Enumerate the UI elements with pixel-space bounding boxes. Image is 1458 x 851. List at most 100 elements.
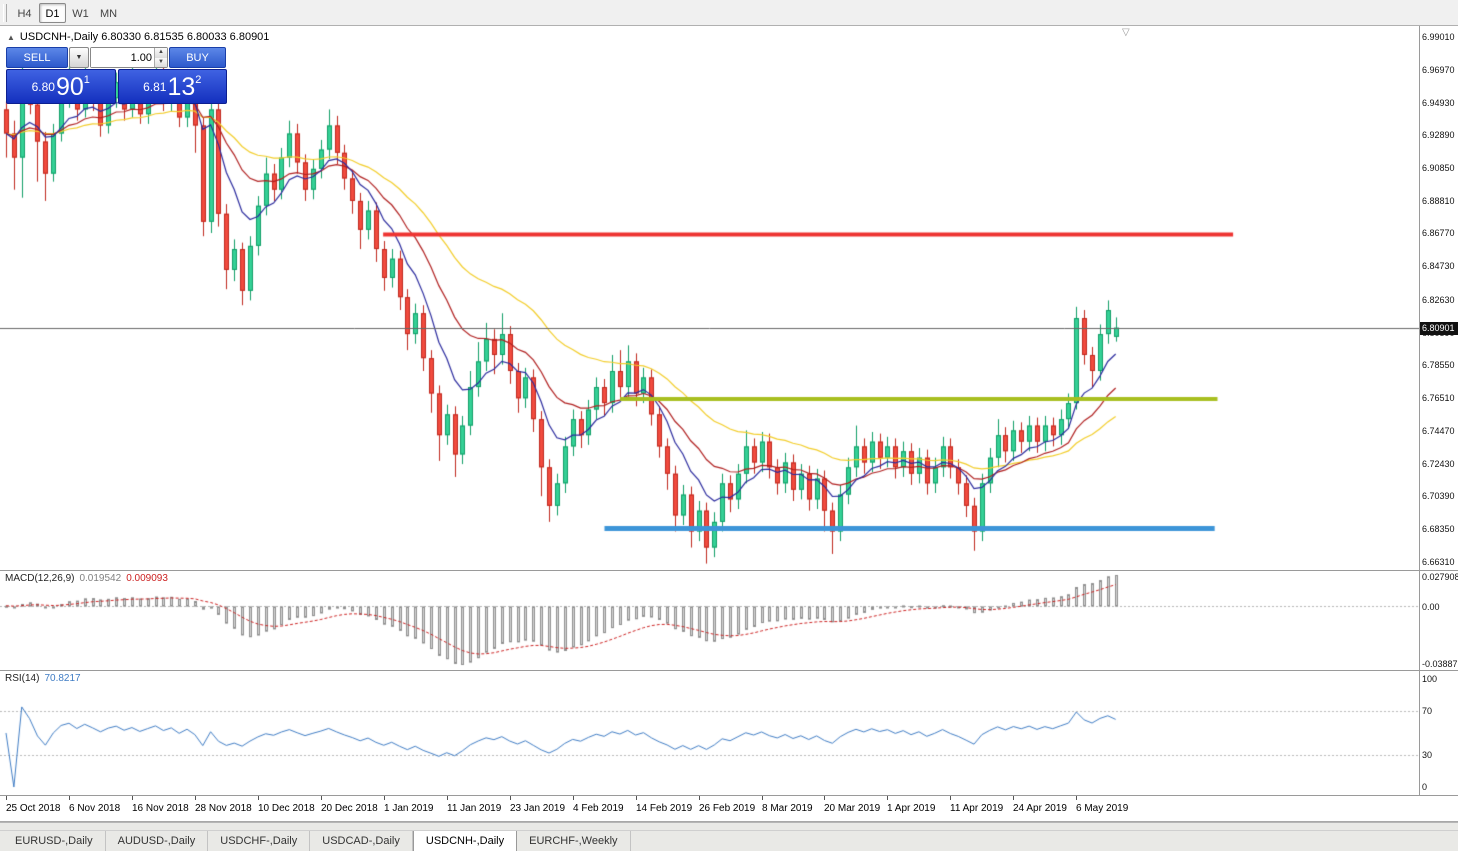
rsi-scale-label: 100 xyxy=(1422,674,1438,684)
time-axis[interactable]: 25 Oct 2018 6 Nov 2018 16 Nov 2018 28 Nov 2… xyxy=(0,796,1458,822)
spinner-up-icon[interactable]: ▲ xyxy=(155,48,167,58)
chart-shift-marker-icon[interactable]: ▽ xyxy=(1122,27,1130,38)
macd-value-main: 0.019542 xyxy=(79,573,122,584)
time-axis-tick xyxy=(824,796,825,800)
time-axis-tick xyxy=(950,796,951,800)
time-axis-tick xyxy=(447,796,448,800)
rsi-canvas[interactable] xyxy=(0,671,1419,795)
time-axis-tick xyxy=(636,796,637,800)
timeframe-button-d1[interactable]: D1 xyxy=(39,2,66,23)
tab-usdcad-daily[interactable]: USDCAD-,Daily xyxy=(310,831,413,851)
tab-audusd-daily[interactable]: AUDUSD-,Daily xyxy=(106,831,209,851)
time-axis-label: 14 Feb 2019 xyxy=(636,803,693,814)
price-scale-label: 6.84730 xyxy=(1422,261,1455,272)
rsi-value: 70.8217 xyxy=(44,673,81,684)
rsi-scale-label: 0 xyxy=(1422,782,1428,792)
price-scale-label: 6.94930 xyxy=(1422,97,1455,108)
volume-input[interactable] xyxy=(91,48,154,67)
time-axis-label: 23 Jan 2019 xyxy=(510,803,566,814)
buy-price-button[interactable]: 6.81 13 2 xyxy=(117,69,227,104)
volume-dropdown-button[interactable]: ▼ xyxy=(69,47,89,68)
sell-price-button[interactable]: 6.80 90 1 xyxy=(6,69,116,104)
time-axis-tick xyxy=(69,796,70,800)
time-axis-tick xyxy=(258,796,259,800)
rsi-scale[interactable]: 100 70 30 0 xyxy=(1419,671,1458,795)
buy-price-pips: 13 xyxy=(167,72,196,101)
price-scale-label: 6.66310 xyxy=(1422,556,1455,567)
tab-usdchf-daily[interactable]: USDCHF-,Daily xyxy=(208,831,311,851)
macd-scale-zero: 0.00 xyxy=(1422,601,1440,612)
price-scale-label: 6.90850 xyxy=(1422,163,1455,174)
time-axis-tick xyxy=(321,796,322,800)
volume-spinner[interactable]: ▲ ▼ xyxy=(154,48,167,67)
time-axis-label: 28 Nov 2018 xyxy=(195,803,252,814)
time-axis-label: 25 Oct 2018 xyxy=(6,803,61,814)
rsi-pane: RSI(14) 70.8217 100 70 30 0 xyxy=(0,671,1458,796)
time-axis-label: 24 Apr 2019 xyxy=(1013,803,1067,814)
chart-ohlc-header: ▲ USDCNH-,Daily 6.80330 6.81535 6.80033 … xyxy=(7,31,269,43)
price-scale-label: 6.86770 xyxy=(1422,228,1455,239)
time-axis-tick xyxy=(6,796,7,800)
price-scale-label: 6.99010 xyxy=(1422,32,1455,43)
rsi-label: RSI(14) xyxy=(5,673,40,684)
timeframe-button-mn[interactable]: MN xyxy=(99,7,118,20)
sell-price-frac: 1 xyxy=(83,74,90,86)
time-axis-label: 26 Feb 2019 xyxy=(699,803,756,814)
sell-price-pips: 90 xyxy=(55,72,84,101)
one-click-collapse-icon[interactable]: ▲ xyxy=(7,32,15,42)
time-axis-tick xyxy=(132,796,133,800)
time-axis-label: 1 Apr 2019 xyxy=(887,803,936,814)
time-axis-tick xyxy=(699,796,700,800)
chevron-down-icon: ▼ xyxy=(75,54,83,61)
price-scale-label: 6.82630 xyxy=(1422,294,1455,305)
time-axis-tick xyxy=(195,796,196,800)
macd-scale[interactable]: 0.027908 0.00 -0.03887 xyxy=(1419,571,1458,670)
rsi-header: RSI(14) 70.8217 xyxy=(5,673,81,684)
main-chart-pane: ▲ USDCNH-,Daily 6.80330 6.81535 6.80033 … xyxy=(0,26,1458,571)
macd-value-signal: 0.009093 xyxy=(126,573,168,584)
time-axis-label: 6 Nov 2018 xyxy=(69,803,121,814)
time-axis-tick xyxy=(573,796,574,800)
main-chart-canvas[interactable] xyxy=(0,26,1419,570)
buy-price-base: 6.81 xyxy=(143,79,167,94)
time-axis-tick xyxy=(762,796,763,800)
time-axis-label: 11 Apr 2019 xyxy=(950,803,1004,814)
price-scale-label: 6.88810 xyxy=(1422,195,1455,206)
price-scale-label: 6.96970 xyxy=(1422,64,1455,75)
time-axis-label: 20 Dec 2018 xyxy=(321,803,378,814)
timeframe-buttons: H4 D1 W1 MN xyxy=(11,2,122,23)
buy-button[interactable]: BUY xyxy=(169,47,226,68)
macd-canvas[interactable] xyxy=(0,571,1419,670)
toolbar-grip[interactable] xyxy=(3,3,7,22)
time-axis-label: 8 Mar 2019 xyxy=(762,803,813,814)
price-scale-label: 6.92890 xyxy=(1422,130,1455,141)
price-scale-label: 6.76510 xyxy=(1422,393,1455,404)
chart-ohlc-text: USDCNH-,Daily 6.80330 6.81535 6.80033 6.… xyxy=(19,31,270,43)
time-axis-label: 4 Feb 2019 xyxy=(573,803,624,814)
time-axis-tick xyxy=(887,796,888,800)
tab-usdcnh-daily[interactable]: USDCNH-,Daily xyxy=(412,831,518,851)
macd-scale-min: -0.03887 xyxy=(1422,659,1458,669)
rsi-scale-label: 70 xyxy=(1422,706,1433,717)
window-bottom-strip xyxy=(0,822,1458,830)
timeframe-toolbar: H4 D1 W1 MN xyxy=(0,0,1458,26)
buy-price-frac: 2 xyxy=(195,74,202,86)
time-axis-label: 6 May 2019 xyxy=(1076,803,1129,814)
timeframe-button-h4[interactable]: H4 xyxy=(17,7,32,20)
tab-eurchf-weekly[interactable]: EURCHF-,Weekly xyxy=(517,831,631,851)
macd-label: MACD(12,26,9) xyxy=(5,573,75,584)
rsi-scale-label: 30 xyxy=(1422,749,1433,760)
sell-price-base: 6.80 xyxy=(31,79,55,94)
macd-header: MACD(12,26,9) 0.019542 0.009093 xyxy=(5,573,168,584)
spinner-down-icon[interactable]: ▼ xyxy=(155,57,167,67)
price-scale-label: 6.72430 xyxy=(1422,458,1455,469)
time-axis-label: 20 Mar 2019 xyxy=(824,803,881,814)
tab-eurusd-daily[interactable]: EURUSD-,Daily xyxy=(3,831,106,851)
price-scale[interactable]: 6.80901 6.99010 6.96970 6.94930 6.92890 6.90… xyxy=(1419,26,1458,570)
timeframe-button-w1[interactable]: W1 xyxy=(72,7,89,20)
sell-button[interactable]: SELL xyxy=(6,47,68,68)
time-axis-tick xyxy=(510,796,511,800)
price-scale-label: 6.68350 xyxy=(1422,524,1455,535)
